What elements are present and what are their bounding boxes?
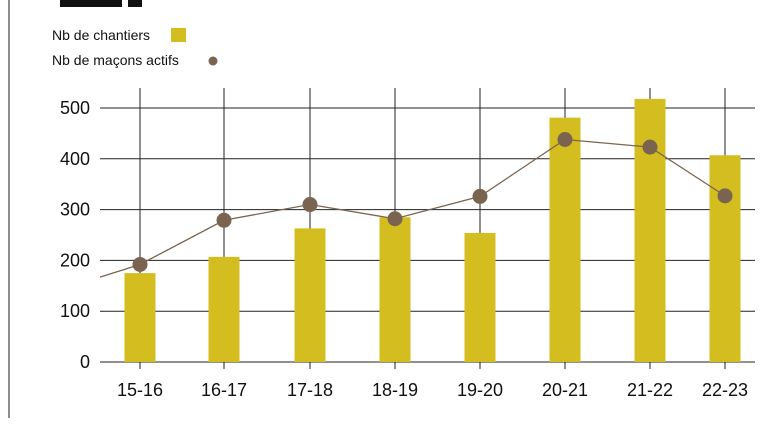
x-tick-label: 19-20 [457, 380, 503, 400]
point-21-22 [642, 139, 658, 155]
axis-layer: 0 100 200 300 400 500 15-16 16-17 17-18 18-19 19-2… [60, 98, 748, 400]
legend-swatch-bar [171, 28, 186, 42]
x-tick-label: 21-22 [627, 380, 673, 400]
point-20-21 [557, 131, 573, 147]
bar-21-22 [634, 98, 666, 362]
point-19-20 [472, 188, 488, 204]
bar-20-21 [549, 117, 581, 362]
y-tick-label: 300 [60, 200, 90, 220]
x-tick-label: 22-23 [702, 380, 748, 400]
line-series-macons [99, 138, 726, 278]
legend-label-bars: Nb de chantiers [52, 27, 150, 43]
legend-swatch-dot [208, 56, 218, 66]
point-22-23 [717, 188, 733, 204]
bar-22-23 [709, 155, 741, 362]
point-16-17 [216, 212, 232, 228]
y-tick-label: 100 [60, 301, 90, 321]
x-tick-label: 17-18 [287, 380, 333, 400]
y-tick-label: 0 [80, 352, 90, 372]
bars-layer [124, 98, 741, 362]
bar-18-19 [379, 217, 411, 362]
line-layer [99, 131, 733, 278]
point-18-19 [387, 211, 403, 227]
point-15-16 [132, 256, 148, 272]
y-tick-label: 400 [60, 149, 90, 169]
bar-17-18 [294, 228, 326, 362]
x-tick-label: 16-17 [201, 380, 247, 400]
x-tick-label: 15-16 [117, 380, 163, 400]
legend-item-line: Nb de maçons actifs [52, 52, 218, 68]
y-tick-label: 500 [60, 98, 90, 118]
legend-item-bars: Nb de chantiers [52, 27, 186, 43]
y-tick-label: 200 [60, 250, 90, 270]
x-tick-label: 18-19 [372, 380, 418, 400]
heading-fragment-1 [60, 0, 122, 7]
bar-15-16 [124, 273, 156, 362]
point-17-18 [302, 197, 318, 213]
x-tick-label: 20-21 [542, 380, 588, 400]
bar-16-17 [208, 256, 240, 362]
legend-label-line: Nb de maçons actifs [52, 52, 179, 68]
bar-19-20 [464, 232, 496, 362]
heading-fragment-2 [128, 0, 142, 7]
legend: Nb de chantiers Nb de maçons actifs [52, 27, 218, 68]
